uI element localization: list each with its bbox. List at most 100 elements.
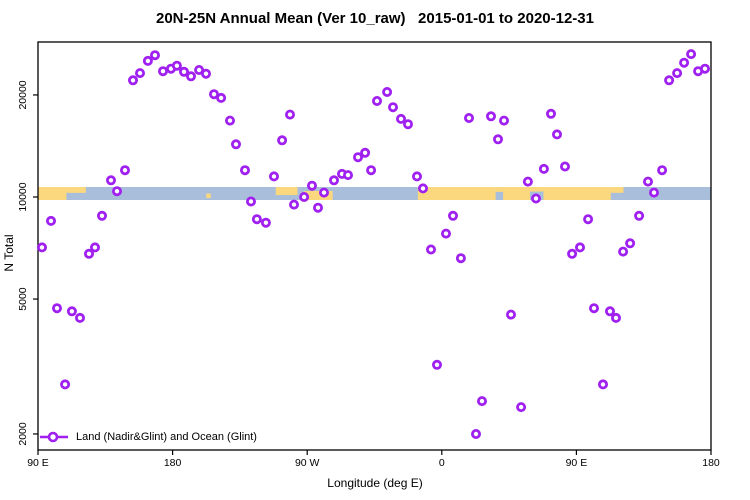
data-point <box>284 109 295 120</box>
data-point <box>120 165 131 176</box>
land-segment <box>206 193 211 199</box>
x-tick-label: 90 W <box>295 457 320 469</box>
data-point <box>84 248 95 259</box>
data-point <box>664 75 675 86</box>
data-point <box>672 68 683 79</box>
data-point <box>387 102 398 113</box>
data-point <box>149 50 160 61</box>
data-point <box>306 180 317 191</box>
data-point <box>455 253 466 264</box>
data-point <box>382 87 393 98</box>
data-point <box>216 92 227 103</box>
data-point <box>134 68 145 79</box>
data-point <box>127 75 138 86</box>
data-point <box>112 186 123 197</box>
data-point <box>657 165 668 176</box>
y-axis: 2000 5000 10000 20000 <box>17 80 38 446</box>
data-point <box>239 165 250 176</box>
data-point <box>366 165 377 176</box>
data-point <box>560 161 571 172</box>
data-point <box>492 134 503 145</box>
data-point <box>425 244 436 255</box>
y-tick-label: 10000 <box>17 182 29 211</box>
data-point <box>260 217 271 228</box>
data-point <box>625 238 636 249</box>
x-axis-label: Longitude (deg E) <box>327 476 423 490</box>
land-segment <box>275 187 298 196</box>
data-point <box>546 108 557 119</box>
data-point <box>649 187 660 198</box>
data-point <box>402 119 413 130</box>
data-point <box>552 129 563 140</box>
y-tick-label: 2000 <box>17 422 29 446</box>
land-segment <box>543 187 611 200</box>
data-point <box>589 303 600 314</box>
data-point <box>440 228 451 239</box>
data-point <box>531 193 542 204</box>
x-tick-label: 90 E <box>27 457 49 469</box>
data-point <box>75 312 86 323</box>
data-point <box>66 306 77 317</box>
data-point <box>342 170 353 181</box>
land-segment <box>38 187 67 200</box>
data-point <box>522 176 533 187</box>
data-point <box>567 248 578 259</box>
data-point <box>485 111 496 122</box>
data-point <box>611 312 622 323</box>
data-point <box>505 309 516 320</box>
data-point <box>97 210 108 221</box>
data-point <box>230 139 241 150</box>
data-point <box>470 428 481 439</box>
y-tick-label: 5000 <box>17 287 29 311</box>
data-point <box>643 176 654 187</box>
data-point <box>312 202 323 213</box>
data-point <box>360 147 371 158</box>
data-point <box>538 163 549 174</box>
data-point <box>371 96 382 107</box>
data-point <box>90 242 101 253</box>
map-band <box>38 187 711 200</box>
legend-marker <box>40 431 68 443</box>
data-point <box>417 183 428 194</box>
data-point <box>618 246 629 257</box>
data-point <box>598 379 609 390</box>
data-point <box>575 242 586 253</box>
data-point <box>60 379 71 390</box>
data-point <box>328 175 339 186</box>
land-segment <box>304 190 333 200</box>
x-tick-label: 90 E <box>566 457 588 469</box>
data-point <box>106 175 117 186</box>
data-point <box>634 210 645 221</box>
data-point <box>277 135 288 146</box>
data-point <box>185 71 196 82</box>
land-segment <box>417 187 496 200</box>
data-points <box>37 49 711 439</box>
land-segment <box>495 187 504 192</box>
data-point <box>447 210 458 221</box>
data-point <box>52 303 63 314</box>
legend-label: Land (Nadir&Glint) and Ocean (Glint) <box>76 431 257 443</box>
data-point <box>352 152 363 163</box>
x-tick-label: 180 <box>702 457 720 469</box>
data-point <box>583 214 594 225</box>
data-point <box>245 196 256 207</box>
chart-title: 20N-25N Annual Mean (Ver 10_raw) 2015-01… <box>156 10 594 27</box>
data-point <box>208 89 219 100</box>
data-point <box>395 113 406 124</box>
data-point <box>411 171 422 182</box>
data-point <box>431 359 442 370</box>
data-point <box>200 68 211 79</box>
data-point <box>268 171 279 182</box>
data-point <box>37 242 48 253</box>
land-segment <box>610 187 624 193</box>
data-point <box>700 63 711 74</box>
data-point <box>679 57 690 68</box>
data-point <box>686 49 697 60</box>
data-point <box>498 115 509 126</box>
data-point <box>318 187 329 198</box>
data-point <box>288 199 299 210</box>
data-point <box>463 113 474 124</box>
data-point <box>605 306 616 317</box>
